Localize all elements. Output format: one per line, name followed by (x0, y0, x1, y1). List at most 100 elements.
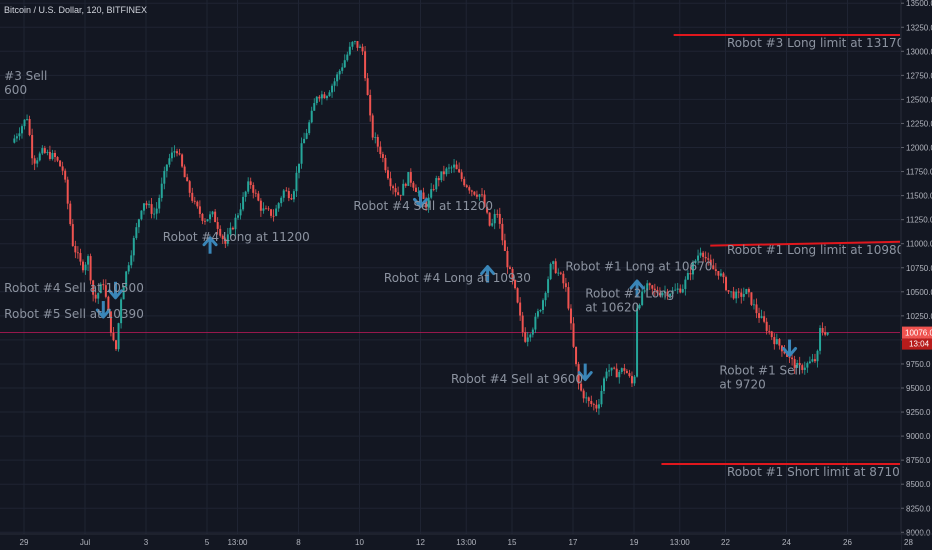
candle-body (646, 283, 649, 291)
time-tick-label: 8 (296, 538, 301, 547)
arrow-down-icon (95, 301, 111, 319)
candle-body (211, 211, 214, 215)
candle-body (824, 332, 827, 335)
arrow-head (413, 197, 428, 208)
candle-body (773, 337, 776, 345)
price-tick-label: 8000.0 (906, 528, 931, 537)
candle-body (292, 191, 295, 200)
candle-body (552, 261, 555, 264)
candle-body (740, 292, 743, 297)
candle-body (575, 346, 578, 365)
candle-body (554, 261, 557, 274)
limit-line-label: Robot #3 Long limit at 13170 (727, 36, 904, 50)
candle-body (671, 290, 674, 294)
candle-body (707, 258, 710, 260)
candle-body (137, 219, 140, 228)
candle-body (811, 359, 814, 362)
candle-body (176, 151, 179, 154)
candle-body (636, 308, 639, 377)
candle-body (277, 203, 280, 209)
price-tick-label: 10750.0 (906, 264, 932, 273)
candle-body (529, 334, 532, 338)
candle-body (755, 304, 758, 314)
candle-body (359, 46, 362, 48)
annotation-label: at 9720 (719, 378, 765, 392)
chart-grid (0, 0, 909, 534)
candle-body (664, 291, 667, 294)
signal-arrows (95, 190, 798, 382)
candle-body (120, 299, 123, 324)
candle-body (562, 273, 565, 284)
candlesticks (13, 40, 829, 415)
candle-body (803, 367, 806, 370)
candle-body (722, 273, 725, 278)
candle-body (38, 153, 41, 161)
candle-body (608, 370, 611, 372)
candle-body (633, 376, 636, 384)
annotation-label: Robot #1 Sell (719, 364, 801, 378)
candle-body (193, 200, 196, 202)
candle-body (432, 189, 435, 190)
candle-body (394, 188, 397, 193)
candle-body (145, 203, 148, 206)
candle-body (148, 204, 151, 206)
candle-body (453, 164, 456, 168)
candle-body (280, 197, 283, 204)
candle-body (308, 122, 311, 134)
price-tick-label: 8750.0 (906, 456, 931, 465)
candle-body (402, 183, 405, 196)
candle-body (186, 177, 189, 182)
candle-body (229, 227, 232, 235)
candle-body (107, 296, 110, 312)
time-axis: 29 Jul 3 5 13:00 8 10 12 13:00 15 17 19 13:00 22 24 26 2… (20, 538, 914, 547)
candle-body (142, 203, 145, 211)
annotation-label: Robot #2 Long (585, 287, 674, 301)
candle-body (572, 323, 575, 347)
candle-body (534, 316, 537, 330)
annotation-label: Robot #4 Long at 11200 (163, 230, 310, 244)
price-tick-label: 13250.0 (906, 23, 932, 32)
candle-body (18, 133, 21, 137)
candle-body (582, 390, 585, 399)
candle-body (590, 401, 593, 404)
candle-body (600, 390, 603, 405)
candle-body (386, 170, 389, 179)
candle-body (290, 198, 293, 200)
candle-body (539, 310, 542, 312)
candle-body (257, 193, 260, 201)
candle-body (516, 288, 519, 303)
candle-body (819, 328, 822, 351)
candle-body (214, 211, 217, 223)
candle-body (183, 166, 186, 178)
price-tick-label: 12750.0 (906, 71, 932, 80)
candle-body (717, 271, 720, 276)
candle-body (481, 194, 484, 196)
candle-body (521, 315, 524, 333)
candle-body (628, 373, 631, 377)
candle-body (689, 273, 692, 275)
limit-line (710, 240, 901, 247)
candle-body (130, 255, 133, 266)
candle-body (31, 135, 34, 159)
price-tick-label: 10250.0 (906, 312, 932, 321)
candle-body (259, 200, 262, 211)
candle-body (425, 198, 428, 208)
candle-body (160, 183, 163, 198)
time-tick-label: Jul (80, 538, 90, 547)
candle-body (473, 191, 476, 195)
annotation-label: Robot #4 Sell at 10500 (4, 281, 144, 295)
candle-body (435, 178, 438, 190)
candle-body (254, 192, 257, 194)
time-axis-bg[interactable] (0, 534, 901, 550)
candle-body (374, 137, 377, 138)
candle-body (51, 152, 54, 159)
candle-body (569, 308, 572, 324)
candle-body (239, 209, 242, 216)
candle-body (298, 163, 301, 173)
candle-body (203, 220, 206, 222)
candle-body (437, 178, 440, 181)
price-tick-label: 9750.0 (906, 360, 931, 369)
candle-body (618, 371, 621, 378)
price-axis-bg[interactable] (901, 0, 932, 550)
